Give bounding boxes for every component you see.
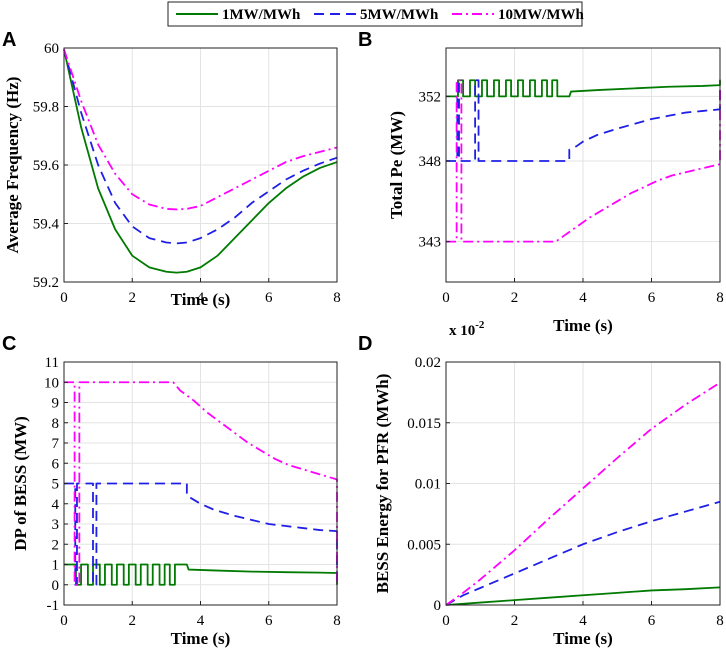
panel-c-ylabel: DP of BESS (MW) xyxy=(11,416,30,551)
panel-d-ytick-label-2: 0.01 xyxy=(415,477,441,493)
panel-d-xtick-label-2: 4 xyxy=(579,613,587,629)
panel-c-ytick-label-9: 8 xyxy=(52,416,60,432)
panel-b-xtick-label-1: 2 xyxy=(511,290,519,306)
panel-b-ytick-label-0: 343 xyxy=(419,235,442,251)
sci-multiplier-exponent: -2 xyxy=(475,319,485,331)
panel-a-series-s10 xyxy=(63,49,338,211)
panel-d-letter: D xyxy=(358,333,372,355)
panel-d-ytick-label-1: 0.005 xyxy=(407,537,441,553)
panel-b-series-s10 xyxy=(446,79,721,243)
panel-c-ytick-label-0: -1 xyxy=(47,598,60,614)
panel-a-xtick-label-3: 6 xyxy=(265,290,273,306)
panel-a: 0 2 4 6 8 59.2 59.4 59.6 59.8 60 Time (s) Average F… xyxy=(2,29,341,309)
sci-multiplier-base: x 10 xyxy=(449,323,475,339)
panel-a-xtick-label-0: 0 xyxy=(60,290,68,306)
panel-a-ticks: 0 2 4 6 8 59.2 59.4 59.6 59.8 60 xyxy=(33,41,341,306)
panel-b-ticks: 0 2 4 6 8 343 348 352 xyxy=(419,89,724,306)
panel-c-ytick-label-5: 4 xyxy=(52,497,60,513)
panel-c-series xyxy=(64,381,338,586)
panel-c-ytick-label-4: 3 xyxy=(52,517,60,533)
panel-a-series-s1 xyxy=(63,49,338,274)
panel-b-series xyxy=(446,79,721,243)
panel-c-xtick-label-2: 4 xyxy=(197,613,205,629)
legend-label-s5: 5MW/MWh xyxy=(360,7,439,23)
panel-a-ytick-label-1: 59.4 xyxy=(33,217,60,233)
panel-d-ytick-label-0: 0 xyxy=(434,598,442,614)
legend-item-s10: 10MW/MWh xyxy=(452,7,584,23)
panel-c-ytick-label-12: 11 xyxy=(45,355,59,371)
panel-c-xlabel: Time (s) xyxy=(171,629,231,648)
panel-b: 0 2 4 6 8 343 348 352 Time (s) Total Pe (MW) B xyxy=(358,29,724,335)
panel-b-ytick-label-2: 352 xyxy=(419,89,442,105)
panel-c-ytick-label-2: 1 xyxy=(52,558,60,574)
panel-d-ytick-label-4: 0.02 xyxy=(415,355,441,371)
panel-b-xtick-label-3: 6 xyxy=(648,290,656,306)
panel-d-xlabel: Time (s) xyxy=(553,629,613,648)
panel-b-letter: B xyxy=(358,29,372,51)
panel-d-series xyxy=(445,381,721,606)
panel-a-ytick-label-0: 59.2 xyxy=(33,275,59,291)
legend-label-s1: 1MW/MWh xyxy=(222,7,301,23)
panel-c-grid xyxy=(63,361,338,606)
panel-a-xtick-label-1: 2 xyxy=(129,290,137,306)
panel-c-ytick-label-3: 2 xyxy=(52,537,60,553)
panel-b-xtick-label-4: 8 xyxy=(716,290,724,306)
legend: 1MW/MWh 5MW/MWh 10MW/MWh xyxy=(167,1,584,27)
panel-d-ylabel: BESS Energy for PFR (MWh) xyxy=(373,374,392,594)
panel-a-letter: A xyxy=(2,29,16,51)
panel-d: 0 2 4 6 8 0 0.005 0.01 0.015 0.02 Time (s) BESS Ene… xyxy=(358,333,724,648)
legend-item-s1: 1MW/MWh xyxy=(176,7,301,23)
legend-items: 1MW/MWh 5MW/MWh 10MW/MWh xyxy=(176,7,584,23)
panel-d-xtick-label-4: 8 xyxy=(716,613,724,629)
panel-c-ytick-label-7: 6 xyxy=(52,456,60,472)
panel-c-xtick-label-0: 0 xyxy=(60,613,68,629)
panel-a-ytick-label-3: 59.8 xyxy=(33,100,59,116)
panel-c-ytick-label-8: 7 xyxy=(52,436,60,452)
panel-c-letter: C xyxy=(2,333,16,355)
panel-d-ytick-label-3: 0.015 xyxy=(407,416,441,432)
panel-c-ytick-label-11: 10 xyxy=(44,375,59,391)
panel-c-ytick-label-10: 9 xyxy=(52,396,60,412)
panel-d-xtick-label-1: 2 xyxy=(511,613,519,629)
panel-d-series-s1 xyxy=(445,586,721,606)
legend-box xyxy=(167,1,583,27)
panel-a-series-s5 xyxy=(63,49,338,245)
panel-a-series xyxy=(63,49,338,274)
panel-a-xtick-label-4: 8 xyxy=(333,290,341,306)
panel-c-ytick-label-1: 0 xyxy=(52,578,60,594)
panel-c-xtick-label-3: 6 xyxy=(265,613,273,629)
panel-a-ylabel: Average Frequency (Hz) xyxy=(3,77,22,254)
panel-a-xtick-label-2: 4 xyxy=(197,290,205,306)
panel-b-xtick-label-2: 4 xyxy=(579,290,587,306)
panel-d-xtick-label-0: 0 xyxy=(442,613,450,629)
panel-b-xlabel: Time (s) xyxy=(553,316,613,335)
panel-d-series-s5 xyxy=(445,500,721,606)
panel-c-xtick-label-1: 2 xyxy=(129,613,137,629)
panel-c-ytick-label-6: 5 xyxy=(52,477,60,493)
legend-label-s10: 10MW/MWh xyxy=(498,7,584,23)
panel-b-xtick-label-0: 0 xyxy=(442,290,450,306)
legend-item-s5: 5MW/MWh xyxy=(314,7,439,23)
panel-b-series-s5 xyxy=(446,79,721,162)
panel-c-xtick-label-4: 8 xyxy=(333,613,341,629)
panel-a-xlabel: Time (s) xyxy=(171,290,231,309)
panel-a-ytick-label-2: 59.6 xyxy=(33,158,60,174)
panel-b-ylabel: Total Pe (MW) xyxy=(387,111,406,219)
panel-a-ytick-label-4: 60 xyxy=(44,41,59,57)
panel-c-series-s10 xyxy=(64,381,338,586)
panel-d-xtick-label-3: 6 xyxy=(648,613,656,629)
panel-d-ticks: 0 2 4 6 8 0 0.005 0.01 0.015 0.02 xyxy=(407,355,724,629)
panel-b-ytick-label-1: 348 xyxy=(419,154,442,170)
panel-c-series-s5 xyxy=(64,482,338,586)
sci-multiplier: x 10-2 xyxy=(449,319,485,339)
